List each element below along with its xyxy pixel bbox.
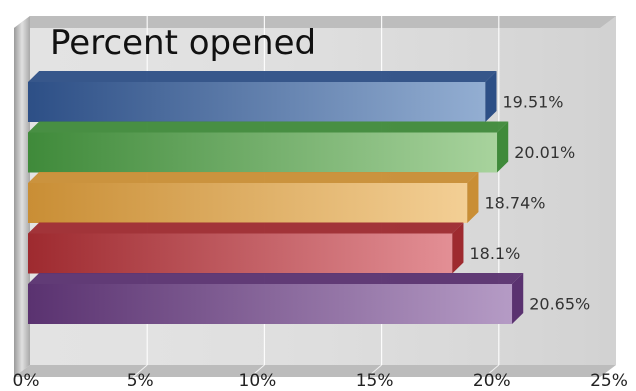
x-tick-label: 5% xyxy=(127,371,154,391)
data-label: 19.51% xyxy=(503,93,564,112)
data-labels: 19.51% 20.01% 18.74% 18.1% 20.65% xyxy=(469,93,590,314)
bar-top-face xyxy=(28,121,509,133)
floor-grid-line xyxy=(132,364,148,378)
x-tick-label: 20% xyxy=(473,371,511,391)
chart-floor xyxy=(14,365,616,377)
x-tick-label: 15% xyxy=(356,371,394,391)
bar xyxy=(28,222,464,274)
bar-front-face xyxy=(28,284,513,324)
bar-front-face xyxy=(28,183,468,223)
bar-front-face xyxy=(28,132,498,173)
bar-end-face xyxy=(452,222,464,274)
bar xyxy=(28,273,524,324)
bar xyxy=(28,172,479,223)
bar-front-face xyxy=(28,82,486,122)
x-tick-label: 0% xyxy=(13,371,40,391)
floor-grid-line xyxy=(250,364,265,378)
bar-end-face xyxy=(512,273,524,324)
chart-title: Percent opened xyxy=(50,23,316,63)
floor-grid-line xyxy=(367,364,382,378)
x-axis-tick-labels: 0% 5% 10% 15% 20% 25% xyxy=(13,371,628,391)
data-label: 20.65% xyxy=(529,295,590,314)
chart-left-wall xyxy=(14,16,30,377)
bar-top-face xyxy=(28,222,464,234)
bar-top-face xyxy=(28,71,497,82)
bar xyxy=(28,71,497,122)
data-label: 18.74% xyxy=(484,194,545,213)
x-tick-label: 25% xyxy=(590,371,628,391)
bars xyxy=(28,71,524,324)
bar-end-face xyxy=(467,172,479,223)
bar-top-face xyxy=(28,172,479,183)
bar-top-face xyxy=(28,273,524,284)
floor-grid-line xyxy=(484,364,500,378)
bar-end-face xyxy=(485,71,497,122)
bar-front-face xyxy=(28,233,453,274)
bar-end-face xyxy=(497,121,509,173)
x-tick-label: 10% xyxy=(239,371,277,391)
chart-top-edge xyxy=(14,16,616,28)
bar xyxy=(28,121,509,173)
data-label: 18.1% xyxy=(469,244,520,263)
data-label: 20.01% xyxy=(514,143,575,162)
